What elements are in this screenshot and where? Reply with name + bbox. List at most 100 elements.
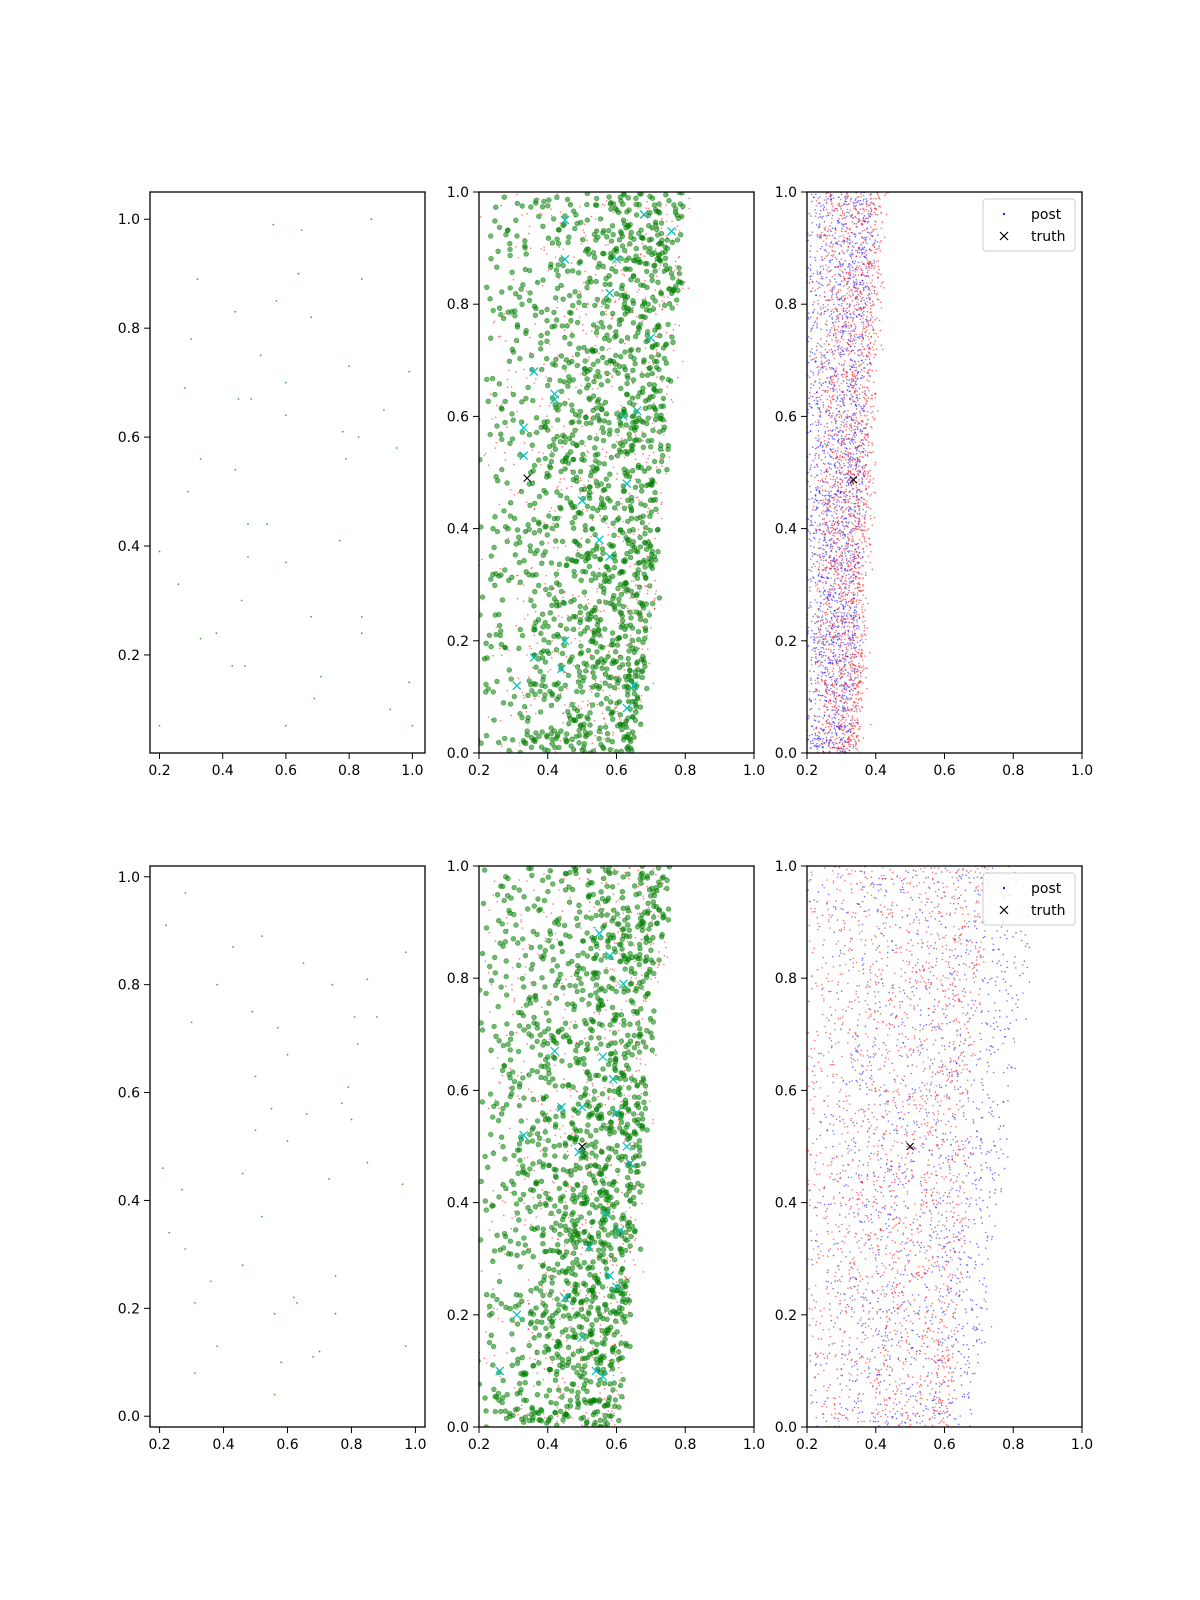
sample-point <box>856 269 858 271</box>
sample-point <box>854 325 857 328</box>
sample-point <box>836 467 839 469</box>
sample-point <box>681 360 684 363</box>
sample-point <box>860 359 863 362</box>
sample-point <box>845 215 848 217</box>
sample-point <box>862 665 865 667</box>
sample-point <box>677 201 683 207</box>
sample-point <box>554 510 556 512</box>
sample-point <box>810 679 812 681</box>
sample-point <box>576 413 582 419</box>
sample-point <box>829 412 831 414</box>
sample-point <box>835 472 838 474</box>
sample-point <box>538 451 540 453</box>
sample-point <box>672 328 675 331</box>
sample-point <box>845 614 848 616</box>
sample-point <box>660 345 667 351</box>
sample-point <box>822 671 824 674</box>
sample-point <box>532 681 539 687</box>
sample-point <box>847 522 850 525</box>
sample-point <box>643 540 649 546</box>
sample-point <box>601 289 604 292</box>
sample-point <box>854 327 857 330</box>
sample-point <box>661 355 668 362</box>
sample-point <box>565 672 572 679</box>
sample-point <box>834 349 837 352</box>
sample-point <box>522 584 525 586</box>
sample-point <box>484 655 490 661</box>
sample-point <box>648 354 655 360</box>
sample-point <box>811 552 814 554</box>
sample-point <box>819 202 821 205</box>
sample-point <box>584 595 586 597</box>
sample-point <box>870 207 872 209</box>
sample-point <box>837 439 839 442</box>
sample-point <box>621 273 624 276</box>
sample-point <box>832 368 834 370</box>
sample-point <box>836 242 838 245</box>
sample-point <box>618 718 621 720</box>
sample-point <box>630 300 637 307</box>
sample-point <box>563 315 566 318</box>
sample-point <box>836 541 838 544</box>
sample-point <box>861 321 863 324</box>
sample-point <box>642 618 649 624</box>
sample-point <box>611 376 613 379</box>
sample-point <box>600 517 606 523</box>
sample-point <box>612 648 619 655</box>
sample-point <box>580 537 583 540</box>
sample-point <box>512 279 515 281</box>
sample-point <box>611 734 614 736</box>
sample-point <box>847 536 849 538</box>
sample-point <box>516 410 518 413</box>
sample-point <box>845 310 847 312</box>
sample-point <box>848 589 850 592</box>
sample-point <box>810 707 813 710</box>
sample-point <box>845 394 848 396</box>
sample-point <box>815 646 818 649</box>
sample-point <box>675 287 681 294</box>
sample-point <box>840 424 842 426</box>
sample-point <box>537 709 544 715</box>
sample-point <box>521 691 524 694</box>
sample-point <box>830 626 833 629</box>
sample-point <box>522 694 525 697</box>
sample-point <box>588 513 595 520</box>
sample-point <box>830 659 832 661</box>
sample-point <box>831 316 833 319</box>
sample-point <box>629 447 635 454</box>
sample-point <box>813 719 816 721</box>
sample-point <box>643 482 650 489</box>
sample-point <box>849 643 852 646</box>
sample-point <box>811 733 813 736</box>
sample-point <box>543 523 549 530</box>
sample-point <box>624 380 630 387</box>
sample-point <box>623 669 626 671</box>
sample-point <box>848 644 850 647</box>
sample-point <box>847 249 849 251</box>
sample-point <box>518 286 524 292</box>
sample-point <box>513 217 519 224</box>
sample-point <box>609 372 612 375</box>
sample-point <box>541 696 547 702</box>
sample-point <box>834 332 837 334</box>
data-point <box>231 665 234 667</box>
sample-point <box>487 464 490 467</box>
sample-point <box>837 522 839 525</box>
sample-point <box>592 302 598 309</box>
sample-point <box>812 358 814 361</box>
sample-point <box>808 690 811 693</box>
sample-point <box>628 515 635 521</box>
sample-point <box>845 709 848 712</box>
sample-point <box>833 713 835 715</box>
sample-point <box>864 285 867 288</box>
sample-point <box>674 260 677 263</box>
sample-point <box>825 638 827 640</box>
sample-point <box>809 590 811 592</box>
sample-point <box>546 591 552 598</box>
sample-point <box>589 702 596 708</box>
sample-point <box>541 398 544 400</box>
sample-point <box>841 438 843 440</box>
sample-point <box>854 516 856 518</box>
sample-point <box>499 466 505 473</box>
sample-point <box>814 209 816 211</box>
